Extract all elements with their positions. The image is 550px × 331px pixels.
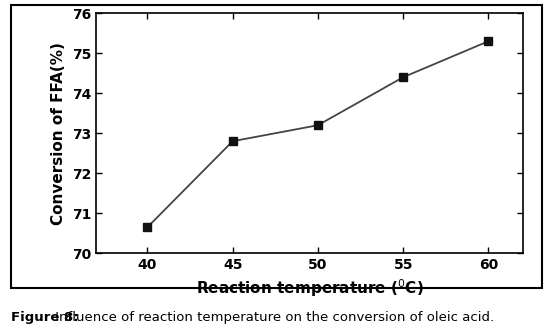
Text: Figure 8:: Figure 8: <box>11 311 79 324</box>
Text: Influence of reaction temperature on the conversion of oleic acid.: Influence of reaction temperature on the… <box>51 311 494 324</box>
X-axis label: Reaction temperature ($^0$C): Reaction temperature ($^0$C) <box>196 278 423 299</box>
Y-axis label: Conversion of FFA(%): Conversion of FFA(%) <box>52 42 67 225</box>
